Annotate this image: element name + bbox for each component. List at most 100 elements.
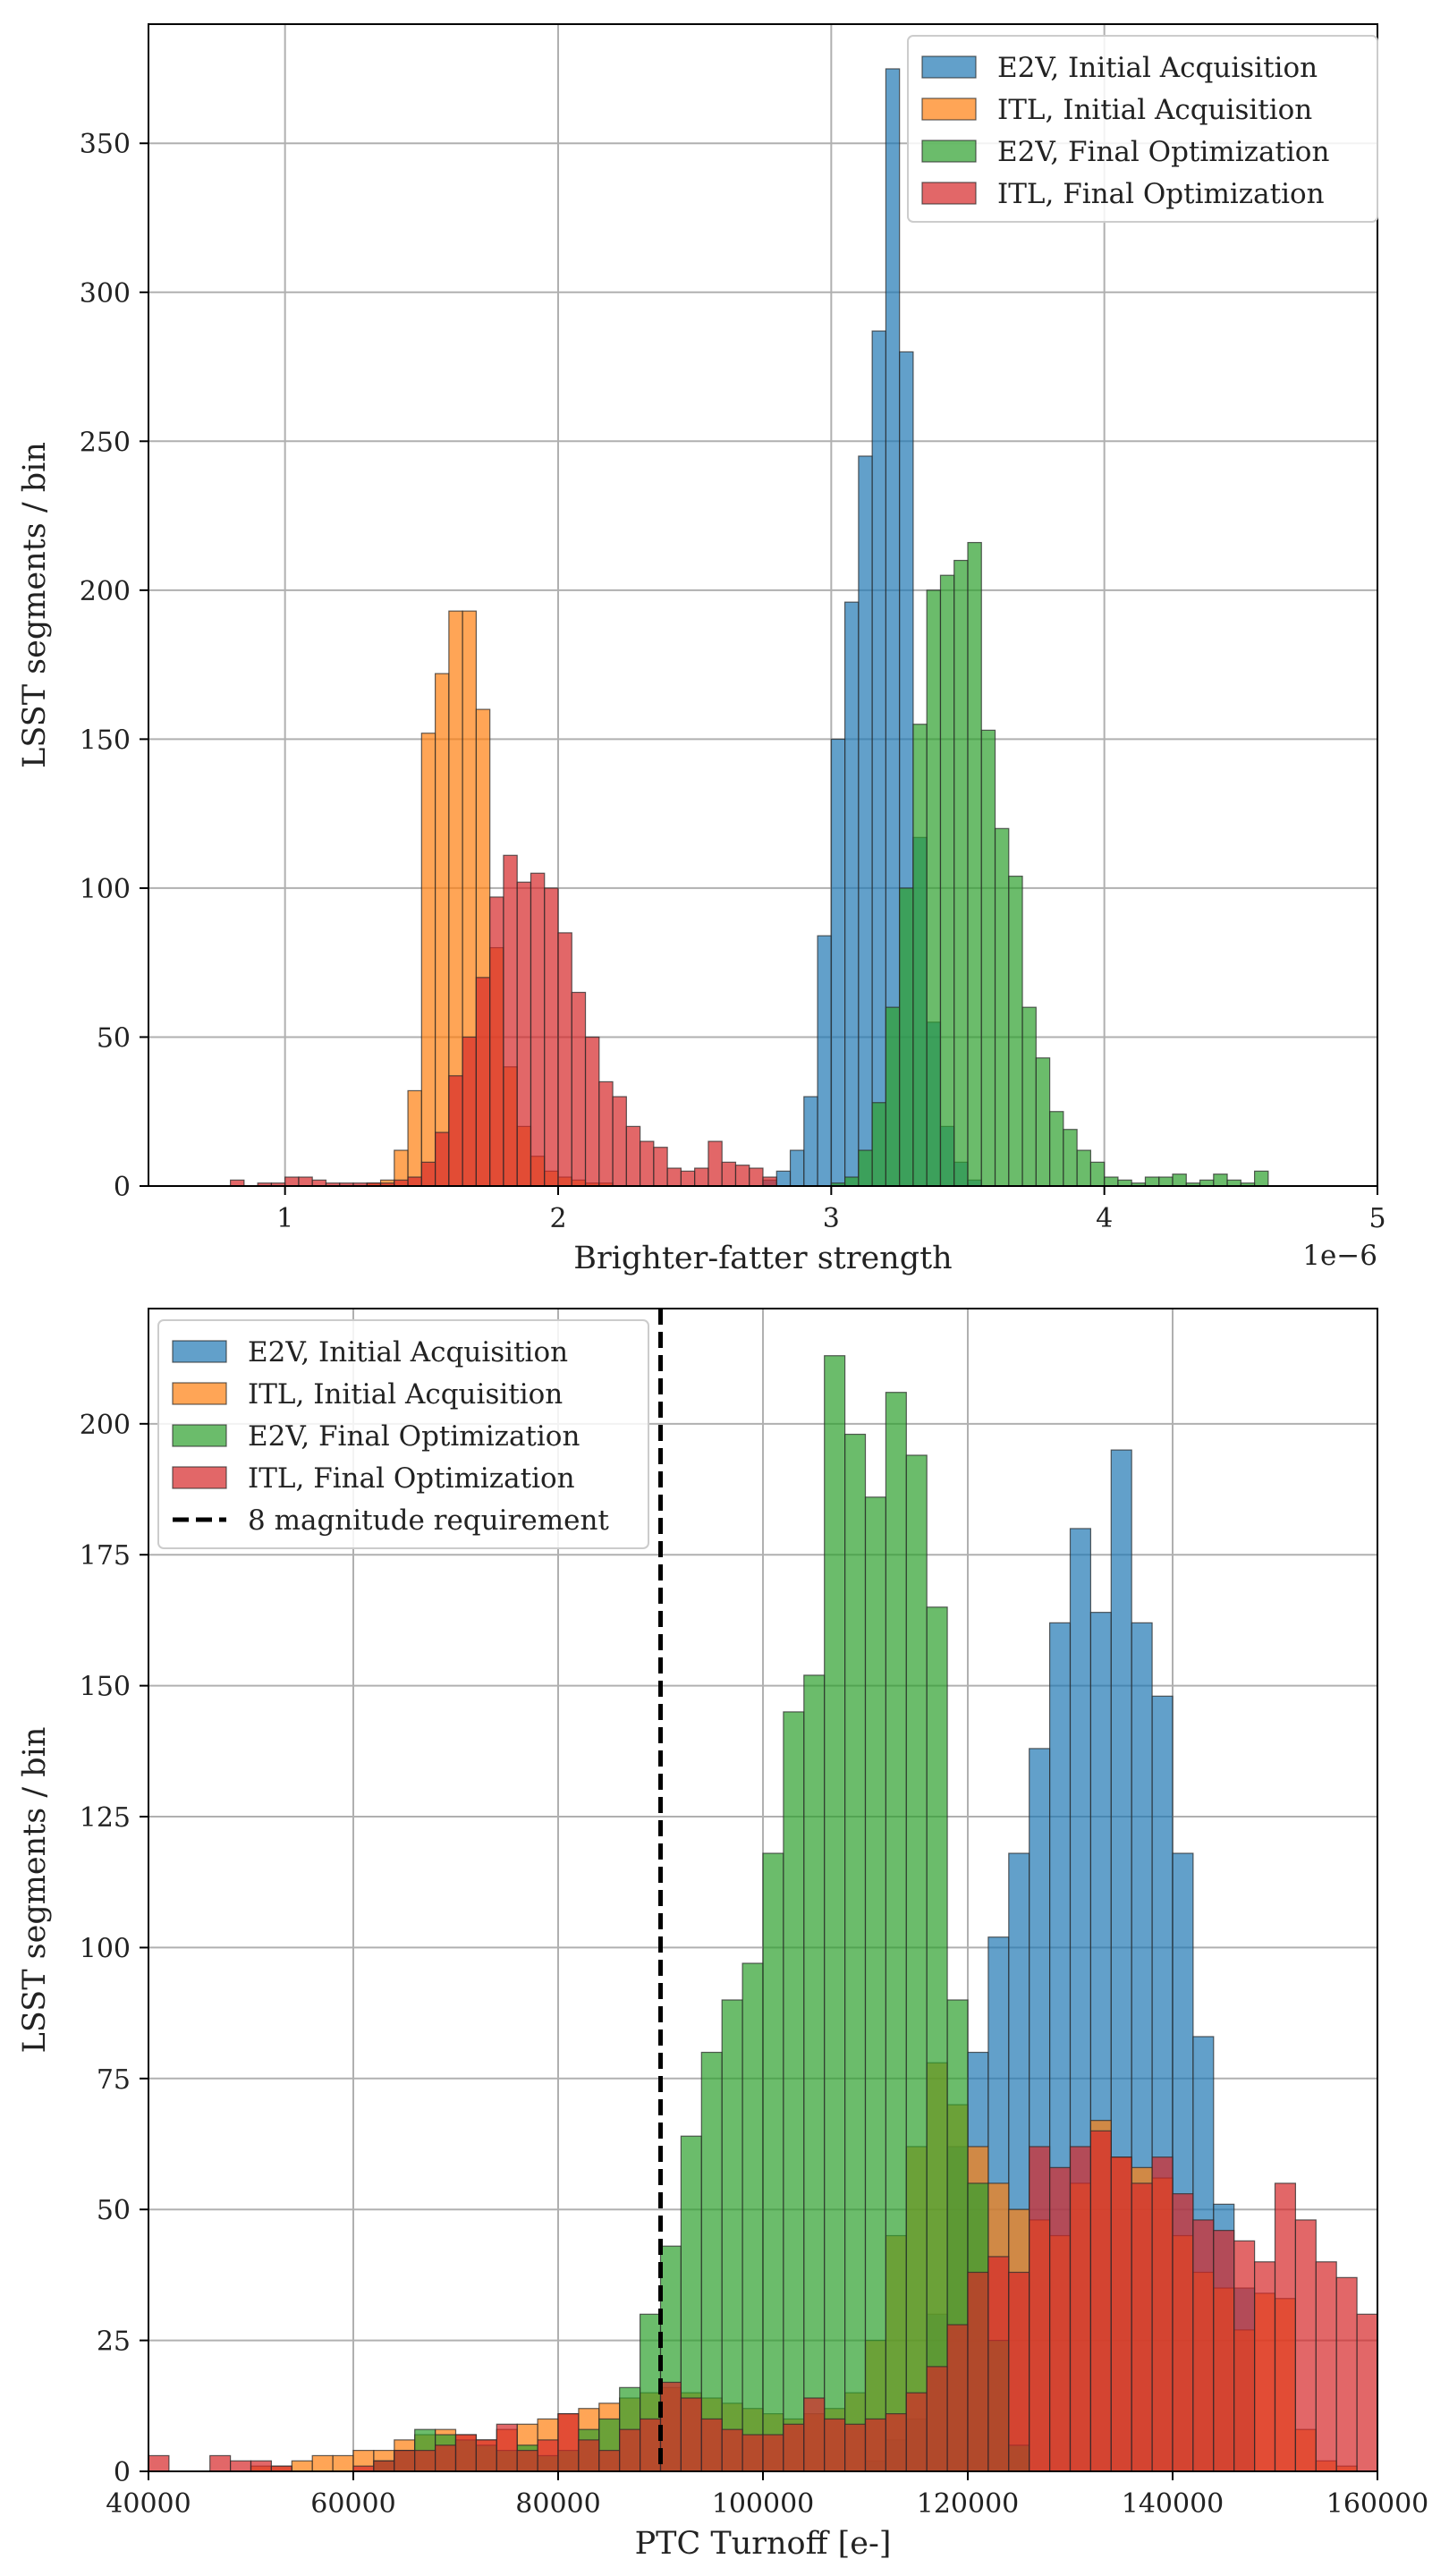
histogram-bar [332,2454,354,2472]
legend-swatch [921,97,977,121]
histogram-bar [1213,1174,1228,1187]
y-tick-label: 100 [80,1933,131,1964]
histogram-bar [557,2412,580,2472]
histogram-bar [503,854,518,1187]
histogram-bar [680,2397,702,2472]
x-tick-label: 140000 [1122,2488,1224,2520]
histogram-bar [843,601,860,1187]
legend-label: ITL, Final Optimization [997,178,1325,210]
y-tick-label: 350 [80,129,131,160]
histogram-bar [1253,2261,1276,2472]
y-tick-label: 200 [80,576,131,607]
histogram-bar [625,1125,641,1187]
histogram-bar [639,1140,655,1187]
histogram-bar [762,1176,777,1187]
histogram-bar [1063,1129,1078,1187]
histogram-bar [598,1080,614,1187]
y-tick-label: 50 [97,1022,131,1054]
histogram-bars [230,68,1269,1187]
legend-label: E2V, Final Optimization [248,1420,580,1453]
y-tick-label: 0 [114,2457,131,2488]
legend: E2V, Initial Acquisition ITL, Initial Acq… [907,35,1378,223]
legend-item: ITL, Initial Acquisition [172,1378,563,1411]
histogram-bar [803,1674,826,2472]
legend-swatch [172,1466,227,1489]
legend-swatch [921,140,977,163]
histogram-bar [578,2439,600,2472]
ptc-turnoff-histogram: 40000 60000 80000 100000 120000 140000 160000 0… [17,1308,1428,2562]
histogram-bar [946,2324,969,2472]
histogram-bar [987,2256,1010,2472]
histogram-bar [639,2418,662,2472]
histogram-bar [858,1149,873,1187]
histogram-bar [612,1096,627,1187]
legend-label: E2V, Final Optimization [997,136,1329,168]
histogram-bar [435,1131,450,1187]
histogram-bar [885,1392,907,2472]
histogram-bar [721,1999,743,2472]
histogram-bar [871,1102,887,1187]
histogram-bar [843,1176,860,1187]
histogram-bar [980,729,996,1187]
histogram-bar [496,2423,518,2472]
histogram-bar [824,1355,846,2472]
series-2-bars [830,541,1269,1187]
histogram-bar [435,2445,457,2472]
histogram-bar [1233,2240,1256,2472]
histogram-bar [407,1176,422,1187]
histogram-bar [783,2423,805,2472]
legend-box [907,35,1378,223]
y-tick-label: 150 [80,1672,131,1703]
histogram-bar [1035,1057,1051,1187]
histogram-bar [905,1454,928,2472]
histogram-bar [817,935,832,1187]
histogram-bar [1315,2261,1337,2472]
histogram-bar [700,2051,723,2472]
histogram-bar [1172,2193,1194,2472]
histogram-bar [694,1167,709,1187]
histogram-bar [516,2449,538,2472]
histogram-bar [953,559,969,1187]
histogram-bar [435,673,450,1187]
histogram-bar [680,1170,696,1187]
histogram-bar [1294,2219,1317,2472]
histogram-bar [1274,2182,1296,2472]
legend-label: E2V, Initial Acquisition [997,52,1318,84]
histogram-bar [250,2460,272,2472]
x-tick-label: 80000 [515,2488,600,2520]
histogram-bar [967,2271,989,2472]
histogram-bar [659,2381,682,2472]
histogram-bar [1048,1111,1064,1187]
histogram-bar [1069,2146,1091,2472]
x-tick-label: 40000 [106,2488,191,2520]
histogram-bar [803,1096,818,1187]
histogram-bar [394,2449,416,2472]
y-tick-label: 100 [80,874,131,905]
histogram-bar [967,541,982,1187]
histogram-bar [926,1606,948,2472]
histogram-bar [749,1167,764,1187]
y-axis-label: LSST segments / bin [17,442,53,768]
y-tick-label: 250 [80,427,131,458]
histogram-bar [454,2434,477,2472]
histogram-bar [926,2366,948,2472]
histogram-bar [1104,1176,1119,1187]
legend-label: ITL, Initial Acquisition [997,94,1312,126]
legend-item: E2V, Initial Acquisition [172,1336,568,1368]
histogram-bar [462,1036,478,1187]
histogram-bar [939,574,955,1187]
histogram-bar [905,2392,928,2472]
legend-item: ITL, Initial Acquisition [921,94,1312,126]
histogram-bar [148,2454,170,2472]
y-tick-label: 200 [80,1410,131,1441]
histogram-bar [700,2418,723,2472]
histogram-bar [789,1149,805,1187]
histogram-bar [783,1711,805,2472]
legend-label: ITL, Initial Acquisition [248,1378,563,1411]
grid [148,24,1378,1187]
histogram-bar [994,827,1010,1187]
x-tick-label: 1 [276,1203,293,1234]
histogram-bar [284,1176,300,1187]
